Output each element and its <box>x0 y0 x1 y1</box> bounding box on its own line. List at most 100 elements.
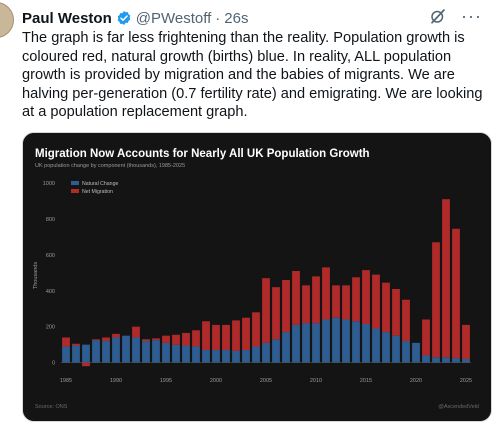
bar-natural-change <box>152 340 160 363</box>
bar-net-migration <box>242 317 250 351</box>
bar-natural-change <box>302 323 310 363</box>
tweet-time[interactable]: 26s <box>224 9 249 27</box>
chart-credit: @AscendedVeld <box>438 404 479 410</box>
bar-net-migration <box>212 324 220 351</box>
x-tick-label: 2005 <box>260 378 272 384</box>
author-name[interactable]: Paul Weston <box>22 9 112 27</box>
bar-natural-change <box>452 358 460 363</box>
bar-natural-change <box>332 317 340 363</box>
bar-natural-change <box>72 345 80 363</box>
bar-net-migration <box>382 282 390 333</box>
bar-natural-change <box>252 346 260 363</box>
chart: Migration Now Accounts for Nearly All UK… <box>23 133 491 421</box>
plot-area: 0 200 400 600 800 1000 1985 1990 1995 2000 2005 201… <box>43 181 472 384</box>
bar-net-migration <box>152 338 160 341</box>
chart-background <box>23 133 491 421</box>
bar-natural-change <box>122 335 130 363</box>
bar-net-migration <box>202 321 210 351</box>
y-tick-label: 800 <box>46 217 55 223</box>
bar-natural-change <box>172 344 180 363</box>
bar-net-migration <box>102 337 110 342</box>
bar-natural-change <box>192 346 200 363</box>
y-tick-label: 200 <box>46 325 55 331</box>
x-tick-label: 2010 <box>310 378 322 384</box>
bar-natural-change <box>282 332 290 363</box>
chart-title: Migration Now Accounts for Nearly All UK… <box>35 148 370 160</box>
x-tick-label: 1990 <box>110 378 122 384</box>
bar-natural-change <box>82 344 90 363</box>
bar-net-migration <box>182 332 190 346</box>
bar-net-migration <box>62 337 70 347</box>
bar-net-migration <box>302 285 310 324</box>
legend-swatch-natural <box>71 181 79 185</box>
bar-net-migration <box>112 333 120 338</box>
bar-natural-change <box>132 337 140 363</box>
tweet-media[interactable]: Migration Now Accounts for Nearly All UK… <box>22 132 492 422</box>
author-handle[interactable]: @PWestoff <box>135 9 212 27</box>
bar-natural-change <box>442 357 450 363</box>
bar-net-migration <box>442 199 450 358</box>
bar-natural-change <box>322 319 330 363</box>
author-avatar[interactable] <box>0 2 14 38</box>
bar-natural-change <box>382 332 390 363</box>
bar-net-migration <box>292 271 300 325</box>
tweet-text: The graph is far less frightening than t… <box>22 30 483 120</box>
bar-natural-change <box>352 321 360 363</box>
bar-natural-change <box>162 342 170 363</box>
bar-net-migration <box>332 285 340 318</box>
bar-natural-change <box>372 328 380 363</box>
bar-net-migration <box>342 285 350 320</box>
x-tick-label: 2020 <box>410 378 422 384</box>
bar-net-migration <box>162 335 170 343</box>
bar-net-migration <box>282 279 290 333</box>
chart-source: Source: ONS <box>35 404 68 410</box>
more-icon[interactable]: ··· <box>461 6 482 26</box>
chart-subtitle: UK population change by component (thous… <box>35 163 185 169</box>
bar-net-migration <box>432 242 440 358</box>
bar-net-migration <box>252 312 260 347</box>
bar-natural-change <box>92 340 100 363</box>
bar-net-migration <box>82 362 90 367</box>
x-tick-label: 2025 <box>460 378 472 384</box>
y-tick-label: 400 <box>46 289 55 295</box>
bar-net-migration <box>142 339 150 342</box>
x-tick-label: 2015 <box>360 378 372 384</box>
y-tick-label: 0 <box>52 361 55 367</box>
bar-natural-change <box>242 350 250 363</box>
bar-net-migration <box>362 270 370 324</box>
bar-net-migration <box>132 326 140 338</box>
bar-net-migration <box>232 320 240 351</box>
verified-badge-icon <box>117 11 131 25</box>
bar-natural-change <box>112 337 120 363</box>
grok-icon[interactable] <box>429 7 447 25</box>
bar-net-migration <box>392 288 400 336</box>
bar-net-migration <box>312 276 320 324</box>
bar-natural-change <box>222 350 230 363</box>
bar-net-migration <box>352 277 360 322</box>
bar-natural-change <box>342 319 350 363</box>
legend-swatch-migration <box>71 189 79 193</box>
bar-net-migration <box>72 343 80 346</box>
bar-natural-change <box>102 341 110 363</box>
bar-net-migration <box>192 330 200 347</box>
y-tick-label: 1000 <box>43 181 55 187</box>
bar-natural-change <box>272 339 280 363</box>
bar-net-migration <box>272 287 280 340</box>
bar-natural-change <box>312 323 320 363</box>
bar-net-migration <box>322 267 330 320</box>
bar-natural-change <box>362 324 370 363</box>
bar-natural-change <box>422 355 430 363</box>
legend-label-natural: Natural Change <box>82 181 118 187</box>
bar-natural-change <box>262 342 270 363</box>
bar-net-migration <box>372 274 380 329</box>
bar-natural-change <box>142 341 150 363</box>
bar-natural-change <box>392 335 400 363</box>
bar-net-migration <box>462 324 470 360</box>
bar-net-migration <box>452 228 460 359</box>
x-tick-label: 2000 <box>210 378 222 384</box>
bar-natural-change <box>202 350 210 363</box>
bar-net-migration <box>262 278 270 343</box>
bar-net-migration <box>402 299 410 342</box>
meta-separator: · <box>215 9 221 27</box>
bar-natural-change <box>402 341 410 363</box>
